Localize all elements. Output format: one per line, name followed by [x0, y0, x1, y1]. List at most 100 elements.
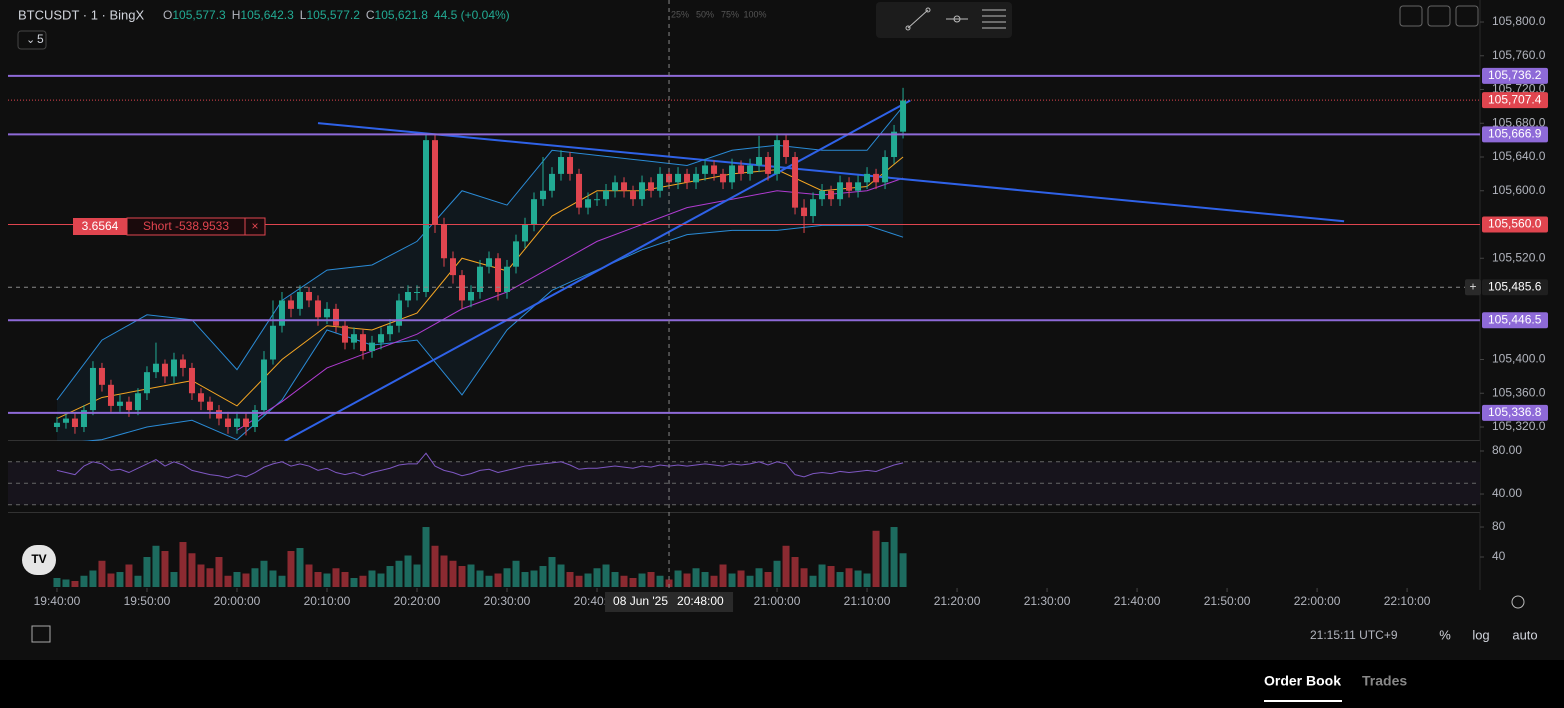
price-pane — [53, 87, 1345, 441]
candle-body — [251, 410, 258, 427]
volume-bar — [431, 545, 439, 587]
level-tag — [1482, 126, 1548, 143]
volume-bar — [674, 570, 682, 587]
y-tick-label: 105,800.0 — [1492, 14, 1546, 28]
candle-body — [783, 140, 790, 158]
change: 44.5 (+0.04%) — [434, 8, 510, 22]
x-tick-label: 21:50:00 — [1204, 594, 1251, 608]
candle-body — [792, 157, 799, 208]
volume-bar — [557, 564, 565, 587]
volume-bar — [512, 560, 520, 587]
candle-body — [603, 190, 610, 200]
volume-bar — [242, 573, 250, 587]
plot: 105,800.0105,760.0105,720.0105,680.0105,… — [8, 0, 1548, 612]
candle-body — [386, 325, 393, 335]
tab-order-book[interactable]: Order Book — [1264, 673, 1341, 689]
volume-bar — [701, 572, 709, 587]
volume-bar — [629, 578, 637, 587]
candle-body — [756, 157, 763, 166]
position-label: Short -538.9533 — [143, 219, 229, 233]
logo — [22, 545, 56, 575]
candle-body — [98, 367, 105, 385]
volume-bar — [737, 570, 745, 587]
x-tick-label: 21:00:00 — [754, 594, 801, 608]
volume-bar — [53, 578, 61, 587]
volume-bar — [233, 572, 241, 587]
volume-bar — [413, 564, 421, 587]
candle-body — [774, 140, 781, 174]
crosshair-price: 105,485.6 — [1488, 279, 1542, 293]
candle-body — [287, 300, 294, 309]
toolbar-icons[interactable] — [905, 7, 1006, 31]
candle-body — [432, 140, 439, 225]
scale-button[interactable]: auto — [1512, 627, 1537, 642]
ohlc-value: 105,642.3 — [240, 8, 294, 22]
volume-bar — [467, 564, 475, 587]
order-label: 105,560.0 — [1488, 217, 1542, 231]
candle-body — [215, 410, 222, 419]
candle-body — [71, 418, 78, 427]
volume-bar — [296, 548, 304, 587]
volume-bar — [440, 555, 448, 587]
volume-bar — [755, 568, 763, 587]
rsi-tick-label: 40.00 — [1492, 486, 1522, 500]
window-controls[interactable] — [1399, 5, 1479, 27]
volume-bar — [134, 575, 142, 587]
candle-body — [531, 199, 538, 225]
candle-body — [368, 342, 375, 352]
symbol: BTCUSDT · 1 · BingX — [18, 7, 145, 22]
volume-bar — [89, 570, 97, 587]
candle-body — [125, 401, 132, 411]
volume-bar — [800, 568, 808, 587]
position-qty-box[interactable] — [73, 218, 127, 235]
candle-body — [53, 422, 60, 427]
scale-button[interactable]: log — [1472, 627, 1489, 642]
volume-bar — [377, 573, 385, 587]
candle-body — [170, 359, 177, 377]
candle-body — [621, 182, 628, 191]
rsi-line — [56, 452, 904, 479]
x-tick-label: 19:40:00 — [34, 594, 81, 608]
chevron: ⌄ — [26, 34, 35, 46]
candle-body — [549, 173, 556, 191]
tab-trades[interactable]: Trades — [1362, 673, 1407, 689]
volume-bar — [746, 575, 754, 587]
y-tick-label: 105,320.0 — [1492, 419, 1546, 433]
volume-bar — [584, 573, 592, 587]
crosshair-time: 20:48:00 — [677, 594, 724, 608]
level-label: 105,736.2 — [1488, 68, 1542, 82]
candle-body — [675, 173, 682, 183]
scale-button[interactable]: % — [1439, 627, 1451, 642]
volume-bar — [854, 570, 862, 587]
level-label: 105,666.9 — [1488, 126, 1542, 140]
candle-body — [540, 190, 547, 200]
volume-bar — [503, 568, 511, 587]
candle-body — [810, 199, 817, 217]
volume-bar — [683, 573, 691, 587]
volume-bar — [62, 579, 70, 587]
ohlc-value: 105,621.8 — [375, 8, 429, 22]
interval-badge[interactable] — [17, 30, 47, 50]
volume-bar — [206, 568, 214, 587]
candle-body — [639, 182, 646, 200]
candle-body — [296, 292, 303, 309]
calendar-icon[interactable] — [31, 625, 51, 643]
depth-label: 50% — [696, 9, 714, 19]
candle-body — [80, 410, 87, 427]
volume-bar — [773, 560, 781, 587]
candle-body — [197, 393, 204, 402]
logo-mark: TV — [31, 552, 46, 566]
settings-icon[interactable] — [1511, 595, 1525, 609]
candle-body — [855, 182, 862, 191]
volume-bar — [224, 575, 232, 587]
candle-body — [657, 173, 664, 191]
close-position[interactable] — [244, 217, 266, 236]
crosshair-plus[interactable] — [1465, 279, 1481, 296]
level-tag — [1482, 312, 1548, 329]
candle-body — [107, 384, 114, 406]
volume-bar — [521, 572, 529, 587]
candle-body — [441, 224, 448, 259]
candle-body — [729, 165, 736, 183]
rsi-bg — [8, 441, 1480, 512]
volume-bar — [143, 557, 151, 587]
